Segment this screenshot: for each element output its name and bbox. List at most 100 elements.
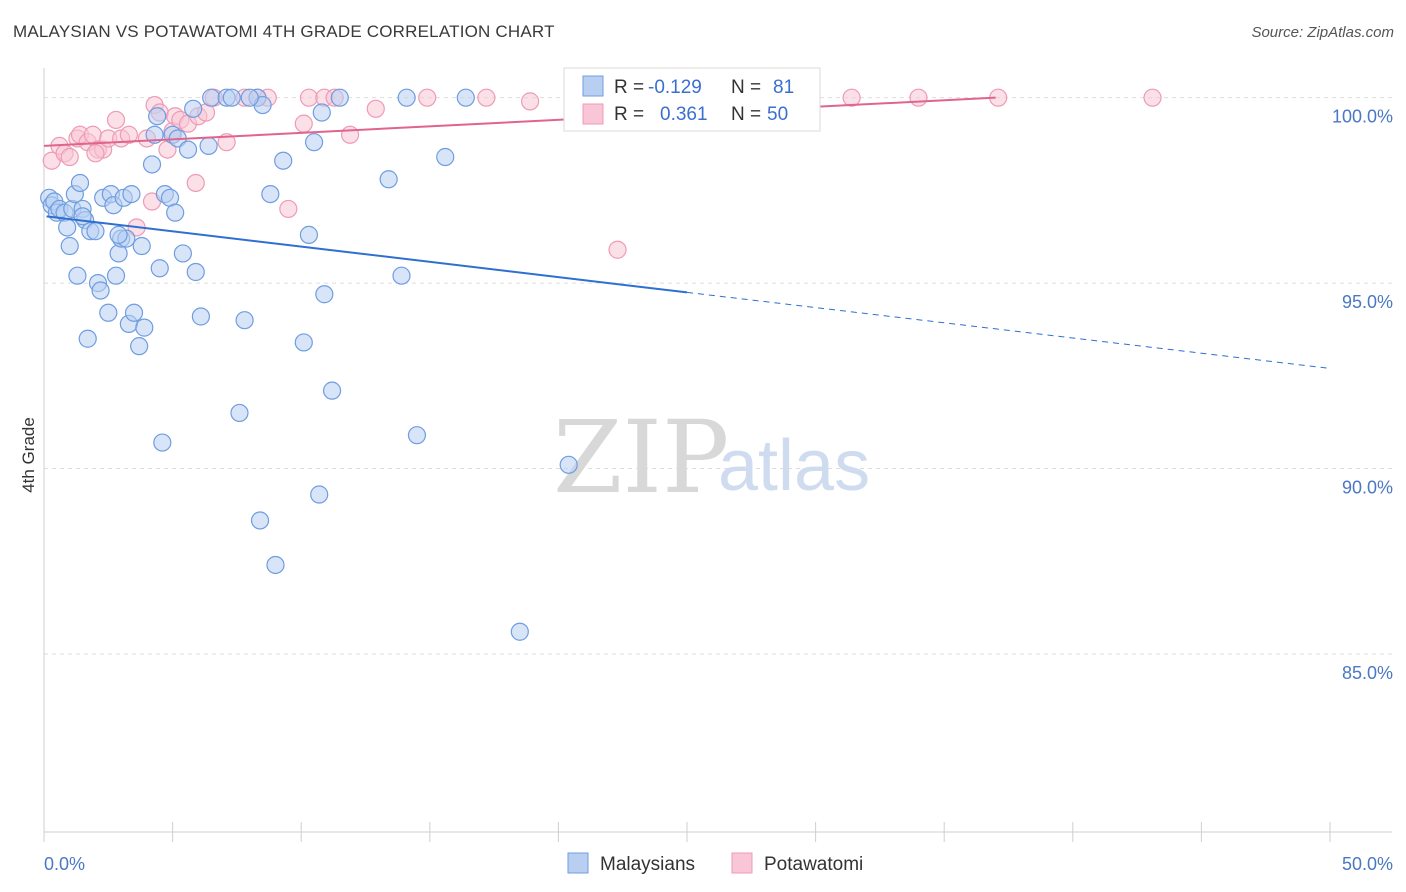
malaysian-point-46	[184, 99, 203, 118]
potawatomi-point-40	[477, 88, 496, 107]
potawatomi-point-33	[294, 114, 313, 133]
y-tick-label-2: 90.0%	[1342, 478, 1393, 498]
y-tick-label-0: 100.0%	[1332, 107, 1393, 127]
series-label-potawatomi: Potawatomi	[764, 854, 863, 875]
malaysian-point-64	[310, 485, 329, 504]
chart-title: MALAYSIAN VS POTAWATOMI 4TH GRADE CORREL…	[13, 22, 555, 41]
potawatomi-point-11	[106, 110, 126, 130]
malaysian-point-18	[91, 281, 110, 300]
malaysian-point-53	[230, 403, 249, 423]
y-tick-label-1: 95.0%	[1342, 292, 1393, 312]
malaysian-point-30	[124, 303, 144, 322]
trend-lines	[43, 96, 1331, 369]
malaysian-point-42	[166, 203, 185, 222]
malaysian-point-54	[235, 311, 254, 330]
malaysian-point-66	[315, 285, 334, 304]
legend-swatch-potawatomi	[582, 103, 604, 125]
malaysian-point-78	[240, 88, 259, 107]
malaysian-point-11	[70, 173, 90, 193]
malaysian-point-36	[148, 107, 167, 126]
potawatomi-point-3	[60, 147, 79, 167]
malaysian-point-47	[186, 262, 205, 282]
malaysian-point-74	[456, 88, 475, 107]
potawatomi-point-46	[909, 88, 928, 107]
legend-n-value-2: 50	[767, 104, 788, 125]
malaysian-point-56	[250, 511, 270, 530]
series-legend: Malaysians Potawatomi	[567, 852, 863, 875]
potawatomi-point-32	[279, 199, 298, 219]
watermark-atlas: atlas	[718, 426, 870, 506]
malaysian-point-67	[322, 381, 342, 400]
malaysian-point-6	[58, 218, 77, 237]
potawatomi-point-42	[608, 240, 627, 259]
series-swatch-potawatomi	[731, 852, 753, 874]
potawatomi-point-24	[186, 173, 205, 193]
potawatomi-point-34	[299, 88, 319, 107]
potawatomi-point-38	[366, 99, 385, 118]
malaysian-point-68	[330, 88, 349, 107]
y-tick-labels: 100.0% 95.0% 90.0% 85.0%	[1332, 107, 1393, 683]
legend-n-value-1: 81	[773, 77, 794, 98]
legend-r-label-1: R =	[614, 77, 644, 98]
malaysian-point-44	[173, 244, 192, 263]
legend-box	[563, 67, 821, 132]
malaysian-point-7	[60, 236, 79, 256]
potawatomi-point-37	[340, 125, 360, 144]
malaysian-point-49	[199, 136, 218, 155]
malaysian-point-23	[106, 266, 126, 285]
malaysian-point-35	[145, 125, 164, 144]
legend-n-label-1: N =	[731, 77, 761, 98]
series-swatch-malaysians	[567, 852, 589, 874]
malaysian-point-75	[510, 622, 529, 641]
legend-swatch-malaysians	[582, 75, 604, 97]
x-tick-label-left: 0.0%	[44, 854, 85, 874]
malaysian-point-73	[436, 147, 455, 167]
malaysian-point-80	[109, 225, 128, 244]
legend-n-label-2: N =	[731, 104, 761, 125]
malaysian-point-14	[78, 329, 97, 348]
malaysian-point-63	[304, 133, 324, 152]
malaysian-point-71	[397, 88, 416, 107]
malaysian-point-61	[294, 333, 313, 352]
malaysian-point-32	[132, 236, 151, 256]
malaysian-point-62	[299, 225, 319, 244]
series-label-malaysians: Malaysians	[600, 854, 695, 875]
malaysian-point-20	[99, 303, 118, 322]
malaysian-trend-extension	[686, 291, 1331, 369]
malaysian-points	[40, 88, 640, 641]
malaysian-point-58	[261, 184, 280, 204]
potawatomi-trend-line	[43, 96, 996, 147]
malaysian-point-45	[178, 140, 198, 159]
malaysian-point-69	[379, 170, 398, 189]
y-axis-title: 4th Grade	[19, 417, 38, 493]
malaysian-point-34	[142, 155, 162, 174]
malaysian-point-72	[407, 426, 427, 445]
malaysian-trend-line	[46, 215, 688, 294]
legend-r-value-2: 0.361	[660, 104, 708, 125]
malaysian-point-16	[86, 222, 105, 241]
x-tick-label-right: 50.0%	[1342, 854, 1393, 874]
malaysian-point-29	[122, 184, 141, 204]
potawatomi-point-41	[521, 92, 540, 111]
potawatomi-point-28	[217, 133, 236, 152]
potawatomi-point-48	[1143, 88, 1162, 107]
watermark: ZIP atlas	[553, 399, 870, 516]
malaysian-point-33	[135, 318, 154, 337]
malaysian-point-65	[312, 103, 331, 122]
malaysian-point-31	[130, 337, 149, 356]
malaysian-point-50	[202, 88, 221, 107]
malaysian-point-70	[392, 266, 411, 285]
potawatomi-point-13	[119, 125, 138, 144]
potawatomi-point-45	[842, 88, 861, 107]
malaysian-point-38	[153, 433, 172, 452]
correlation-legend: R = -0.129 N = 81 R = 0.361 N = 50	[563, 67, 821, 132]
malaysian-point-52	[222, 88, 241, 107]
potawatomi-point-49	[86, 144, 105, 163]
y-tick-label-3: 85.0%	[1342, 663, 1393, 683]
malaysian-point-37	[150, 259, 169, 278]
legend-r-label-2: R =	[614, 104, 644, 125]
malaysian-point-10	[68, 266, 87, 285]
watermark-zip: ZIP	[553, 399, 729, 516]
malaysian-point-60	[274, 151, 293, 170]
malaysian-point-48	[191, 307, 210, 326]
